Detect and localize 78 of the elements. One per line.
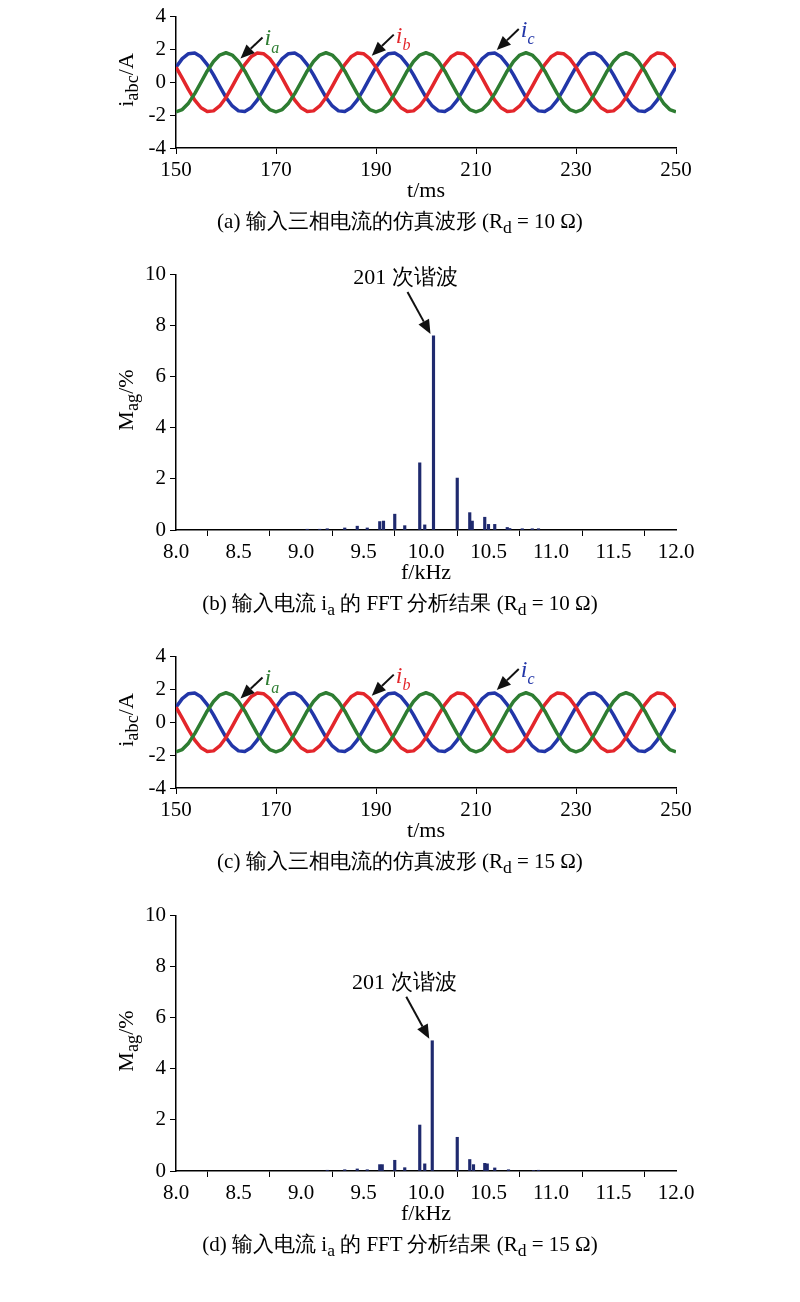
x-tick-label: 230 [560,157,592,182]
y-tick-label: 0 [155,709,166,734]
y-tick-label: 0 [155,68,166,93]
x-tick-label: 210 [460,157,492,182]
bar [493,524,497,531]
x-tick-label: 11.5 [595,539,632,564]
y-tick-label: 4 [155,1054,167,1079]
x-tick-label: 170 [260,157,292,182]
x-tick-label: 8.0 [162,1179,190,1204]
y-tick-label: 6 [155,363,166,388]
text: (b) 输入电流 i$_{a}$ 的 FFT 分析结果 (R$_{d}$ = 10 Ω) [201,590,599,622]
bar [393,514,397,531]
bar [418,462,422,531]
bar [403,525,407,531]
x-axis-title: t/ms [407,177,445,202]
bar [471,1163,476,1171]
bar [393,1159,397,1171]
y-tick-label: 2 [155,1106,166,1130]
y-tick-label: 4 [155,414,167,439]
x-tick-label: 8.5 [225,539,252,564]
y-tick-label: 0 [155,1157,166,1182]
x-tick-label: 250 [660,157,692,182]
bar [468,512,472,531]
x-tick-label: 9.0 [287,1179,315,1204]
x-tick-label: 150 [160,797,192,822]
x-tick-label: 11.0 [533,1179,569,1204]
x-tick-label: 8.0 [162,539,190,564]
y-tick-label: -2 [148,101,166,126]
y-tick-label: 2 [155,676,166,701]
x-tick-label: 12.0 [657,1179,695,1204]
annotation: 201 次谐波 [352,968,457,994]
y-tick-label: 4 [155,3,167,28]
annotation: 201 次谐波 [353,264,458,290]
bar [403,1166,407,1171]
bar [381,520,386,531]
x-tick-label: 190 [360,797,392,822]
x-tick-label: 11.5 [595,1179,632,1204]
bar [483,517,487,531]
x-tick-label: 9.0 [287,539,315,564]
x-tick-label: 11.0 [533,539,569,564]
bar [455,478,459,531]
x-tick-label: 250 [660,797,692,822]
y-tick-label: 8 [155,952,166,977]
bar [468,1158,472,1171]
x-tick-label: 9.5 [350,539,377,564]
y-tick-label: 6 [155,1003,166,1028]
x-tick-label: 10.5 [470,539,507,564]
text: (c) 输入三相电流的仿真波形 (R$_{d}$ = 15 Ω) [216,848,584,880]
x-tick-label: 190 [360,157,392,182]
text: (a) 输入三相电流的仿真波形 (R$_{d}$ = 10 Ω) [216,208,584,240]
x-tick-label: 170 [260,797,292,822]
x-tick-label: 9.5 [350,1179,377,1204]
text: (d) 输入电流 i$_{a}$ 的 FFT 分析结果 (R$_{d}$ = 15 Ω) [201,1230,599,1262]
bar [355,526,359,531]
y-tick-label: 4 [155,643,167,668]
bar [430,1039,434,1171]
x-tick-label: 210 [460,797,492,822]
y-tick-label: -4 [148,774,167,799]
x-tick-label: 230 [560,797,592,822]
bar [493,1167,497,1171]
x-tick-label: 10.5 [470,1179,507,1204]
bar [378,521,382,531]
bar [418,1124,422,1171]
y-tick-label: 2 [155,35,166,60]
y-tick-label: 10 [145,901,166,926]
bar [423,1163,427,1171]
x-axis-title: t/ms [407,817,445,843]
x-tick-label: 8.5 [225,1179,252,1204]
y-tick-label: 10 [145,261,166,286]
x-tick-label: 12.0 [657,539,695,564]
bar [431,335,436,531]
y-tick-label: -2 [148,742,166,767]
y-tick-label: 2 [155,465,166,490]
y-tick-label: 0 [155,516,166,541]
x-tick-label: 150 [160,157,192,182]
y-tick-label: 8 [155,312,166,337]
y-tick-label: -4 [148,134,167,159]
bar [455,1136,459,1171]
